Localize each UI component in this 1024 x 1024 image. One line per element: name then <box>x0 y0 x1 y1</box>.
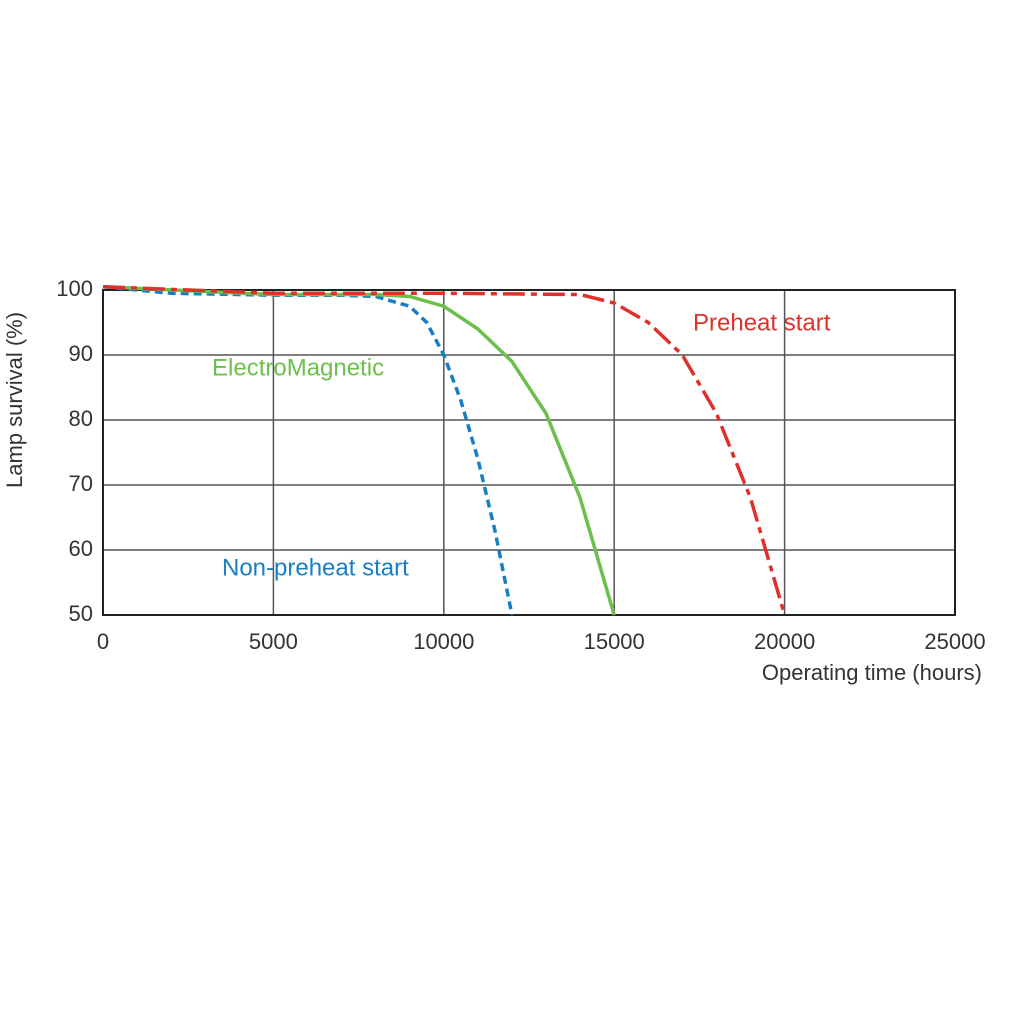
series-line <box>102 285 787 616</box>
x-tick-label: 15000 <box>584 629 645 654</box>
x-axis-label: Operating time (hours) <box>762 660 982 685</box>
x-tick-label: 20000 <box>754 629 815 654</box>
x-tick-label: 5000 <box>249 629 298 654</box>
y-tick-label: 80 <box>69 406 93 431</box>
series-label: Preheat start <box>693 309 831 336</box>
y-tick-label: 50 <box>69 601 93 626</box>
x-tick-label: 10000 <box>413 629 474 654</box>
series-label: ElectroMagnetic <box>212 354 384 381</box>
y-tick-label: 70 <box>69 471 93 496</box>
y-tick-label: 100 <box>56 276 93 301</box>
y-tick-label: 60 <box>69 536 93 561</box>
series-label: Non-preheat start <box>222 554 409 581</box>
y-tick-label: 90 <box>69 341 93 366</box>
y-axis-label: Lamp survival (%) <box>2 312 27 488</box>
plot-frame <box>102 289 956 616</box>
x-tick-label: 0 <box>97 629 109 654</box>
x-tick-label: 25000 <box>924 629 985 654</box>
